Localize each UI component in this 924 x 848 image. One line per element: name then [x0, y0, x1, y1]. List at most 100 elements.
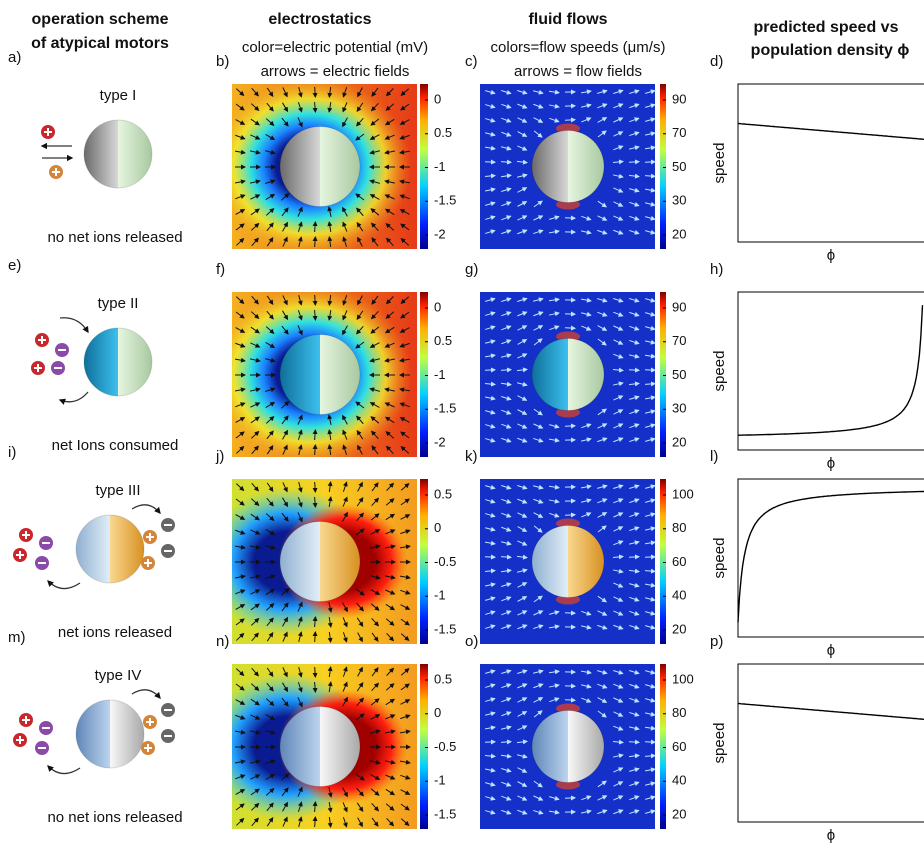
colorbar-tick-label: 70: [672, 125, 686, 140]
header: of atypical motors: [31, 35, 169, 52]
field-arrow: [315, 295, 316, 305]
axis-label: ϕ: [827, 642, 835, 659]
colorbar: [420, 479, 428, 644]
colorbar-tick-label: 100: [672, 671, 694, 686]
colorbar-tick-label: 80: [672, 520, 686, 535]
colorbar: [660, 292, 666, 457]
colorbar-tick-label: -0.5: [434, 554, 456, 569]
colorbar-tick-label: -1: [434, 159, 446, 174]
axis-label: ϕ: [827, 827, 835, 844]
motor-type: type II: [98, 295, 139, 312]
colorbar-tick-label: 40: [672, 588, 686, 603]
colorbar-tick-label: 60: [672, 739, 686, 754]
colorbar-tick-label: -2: [434, 226, 446, 241]
panel-label: d): [710, 53, 723, 70]
colorbar-tick-label: -1: [434, 367, 446, 382]
panel-label: e): [8, 257, 21, 274]
panel-label: f): [216, 261, 225, 278]
flow-arrow: [629, 557, 639, 558]
flux-arrow: [132, 690, 160, 698]
panel-label: i): [8, 444, 16, 461]
colorbar-tick-label: -0.5: [434, 739, 456, 754]
flow-arrow: [501, 742, 511, 743]
sphere-half: [84, 328, 118, 396]
colorbar-tick-label: 0.5: [434, 671, 452, 686]
header: electrostatics: [268, 11, 371, 28]
colorbar-tick-label: 20: [672, 621, 686, 636]
colorbar-tick-label: 60: [672, 554, 686, 569]
colorbar-tick-label: 20: [672, 806, 686, 821]
panel-label: p): [710, 633, 723, 650]
sphere-half: [118, 328, 152, 396]
plot-frame: [738, 84, 924, 242]
axis-label: speed: [711, 723, 728, 764]
field-arrow: [315, 445, 316, 455]
panel-label: g): [465, 261, 478, 278]
field-arrow: [315, 87, 316, 97]
caption: net Ions consumed: [52, 437, 179, 454]
colorbar: [660, 664, 666, 829]
colorbar-tick-label: 100: [672, 486, 694, 501]
colorbar-tick-label: 0.5: [434, 486, 452, 501]
field-arrow: [315, 667, 316, 677]
motor-type: type III: [95, 482, 140, 499]
sphere-half: [76, 515, 110, 583]
colorbar-tick-label: 70: [672, 333, 686, 348]
flow-arrow: [565, 120, 575, 121]
colorbar-tick-label: 40: [672, 773, 686, 788]
panel-label: h): [710, 261, 723, 278]
colorbar-tick-label: -1.5: [434, 193, 456, 208]
flux-arrow: [132, 505, 160, 513]
colorbar-tick-label: 0.5: [434, 125, 452, 140]
colorbar-tick-label: 0.5: [434, 333, 452, 348]
colorbar-tick-label: -1: [434, 773, 446, 788]
colorbar-tick-label: 90: [672, 91, 686, 106]
colorbar-tick-label: -1.5: [434, 621, 456, 636]
subheader: color=electric potential (mV): [242, 39, 428, 56]
colorbar-tick-label: -2: [434, 434, 446, 449]
sphere-half: [76, 700, 110, 768]
panel-label: n): [216, 633, 229, 650]
motor-type: type IV: [95, 667, 142, 684]
colorbar-tick-label: 20: [672, 226, 686, 241]
colorbar-tick-label: 50: [672, 159, 686, 174]
field-arrow: [315, 632, 316, 642]
colorbar-tick-label: 0: [434, 299, 441, 314]
colorbar-tick-label: 20: [672, 434, 686, 449]
figure: operation scheme of atypical motors elec…: [0, 0, 924, 848]
plot-frame: [738, 479, 924, 637]
header: operation scheme: [32, 11, 169, 28]
motor-type: type I: [100, 87, 137, 104]
colorbar: [420, 664, 428, 829]
flow-arrow: [501, 370, 511, 371]
caption: no net ions released: [47, 809, 182, 826]
header: population density ϕ: [751, 42, 910, 59]
colorbar-tick-label: 50: [672, 367, 686, 382]
colorbar-tick-label: 30: [672, 193, 686, 208]
field-arrow: [315, 482, 316, 492]
sphere-half: [84, 120, 118, 188]
panel-label: a): [8, 49, 21, 66]
header: predicted speed vs: [754, 19, 899, 36]
flux-arrow: [48, 766, 80, 774]
field-arrow: [315, 817, 316, 827]
panel-label: j): [215, 448, 224, 465]
colorbar-tick-label: -1.5: [434, 806, 456, 821]
colorbar-tick-label: -1.5: [434, 401, 456, 416]
panel-label: m): [8, 629, 26, 646]
subheader: arrows = flow fields: [514, 63, 642, 80]
flow-arrow: [501, 557, 511, 558]
axis-label: speed: [711, 351, 728, 392]
panel-label: o): [465, 633, 478, 650]
colorbar-tick-label: 90: [672, 299, 686, 314]
sphere-half: [118, 120, 152, 188]
panel-label: k): [465, 448, 478, 465]
plot-frame: [738, 292, 924, 450]
sphere-half: [110, 700, 144, 768]
field-arrow: [315, 237, 316, 247]
panel-label: l): [710, 448, 718, 465]
colorbar-tick-label: 0: [434, 520, 441, 535]
axis-label: speed: [711, 143, 728, 184]
subheader: arrows = electric fields: [261, 63, 410, 80]
plot-frame: [738, 664, 924, 822]
